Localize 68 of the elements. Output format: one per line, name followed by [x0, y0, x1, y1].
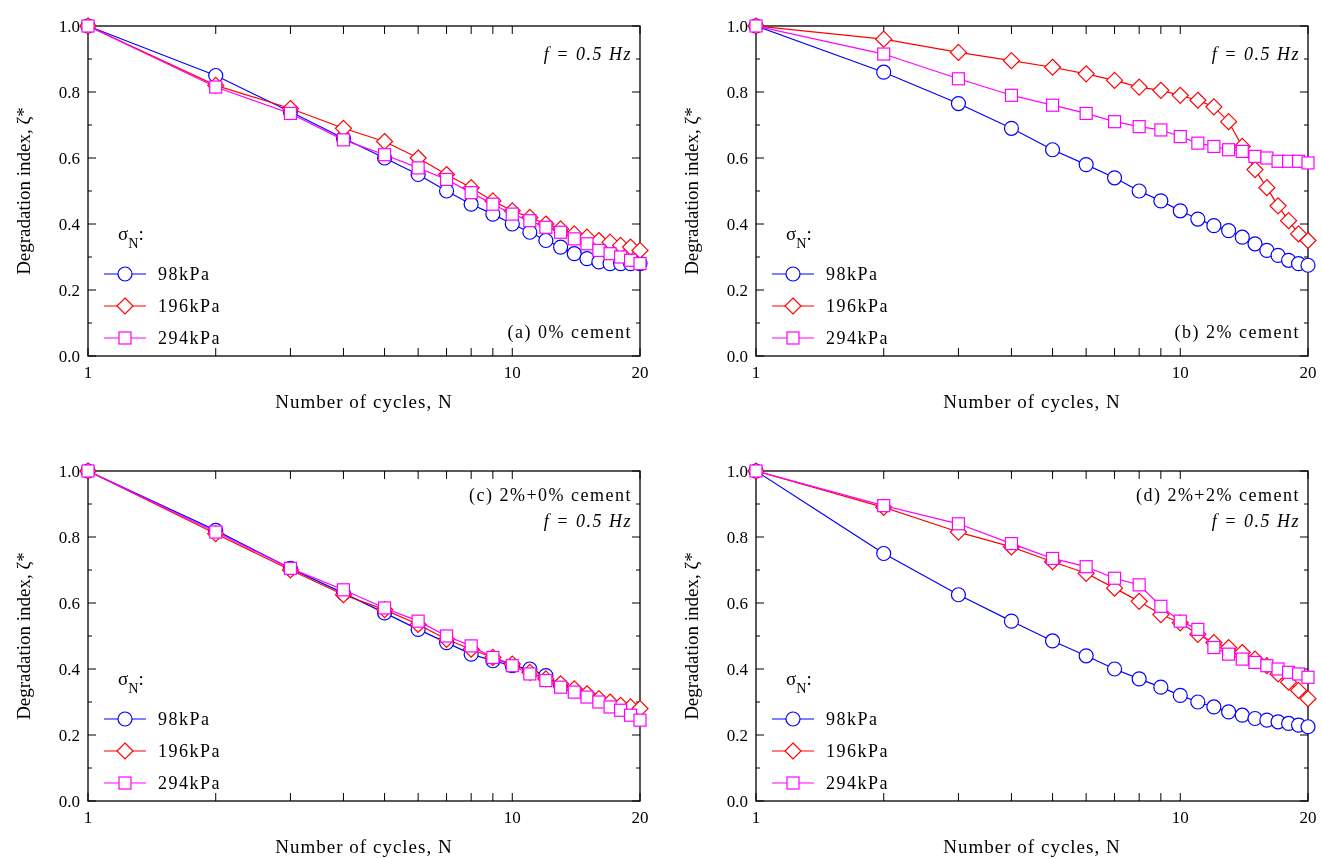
y-tick-label: 0.8: [726, 528, 748, 547]
y-tick-label: 0.4: [58, 660, 81, 679]
x-tick-label: 10: [1171, 363, 1189, 382]
legend-title: σ$_{N}$:: [786, 223, 812, 251]
x-tick-label: 1: [751, 808, 761, 827]
y-tick-label: 0.2: [58, 281, 80, 300]
legend-label: 196kPa: [158, 296, 221, 316]
legend-label: 98kPa: [826, 264, 879, 284]
x-tick-label: 20: [1299, 363, 1317, 382]
y-tick-label: 0.8: [58, 528, 80, 547]
y-axis-title: Degradation index, ζ*: [681, 552, 702, 720]
annotation: f = 0.5 Hz: [1211, 44, 1300, 64]
y-tick-label: 0.6: [726, 149, 748, 168]
y-tick-label: 1.0: [726, 462, 748, 481]
legend-label: 196kPa: [158, 741, 221, 761]
x-tick-label: 10: [1171, 808, 1189, 827]
x-axis-title: Number of cycles, N: [275, 391, 453, 412]
y-tick-label: 0.0: [58, 792, 80, 811]
legend-title: σ$_{N}$:: [786, 668, 812, 696]
y-tick-label: 1.0: [726, 17, 748, 36]
annotation: (a) 0% cement: [507, 322, 632, 343]
x-tick-label: 1: [83, 363, 93, 382]
annotation: f = 0.5 Hz: [543, 511, 632, 531]
y-tick-label: 0.6: [726, 594, 748, 613]
x-tick-label: 10: [503, 363, 521, 382]
y-tick-label: 0.2: [58, 726, 80, 745]
x-axis-title: Number of cycles, N: [943, 836, 1121, 857]
annotation: (d) 2%+2% cement: [1135, 485, 1300, 506]
legend-label: 196kPa: [826, 741, 889, 761]
y-tick-label: 0.8: [726, 83, 748, 102]
y-tick-label: 0.0: [726, 347, 748, 366]
y-tick-label: 1.0: [58, 462, 80, 481]
x-axis-title: Number of cycles, N: [275, 836, 453, 857]
x-tick-label: 10: [503, 808, 521, 827]
y-axis-title: Degradation index, ζ*: [13, 552, 34, 720]
y-tick-label: 0.4: [58, 215, 81, 234]
y-axis-title: Degradation index, ζ*: [681, 107, 702, 275]
legend-label: 98kPa: [158, 264, 211, 284]
x-axis-title: Number of cycles, N: [943, 391, 1121, 412]
y-tick-label: 0.0: [58, 347, 80, 366]
y-tick-label: 0.4: [726, 660, 749, 679]
y-tick-label: 0.6: [58, 149, 80, 168]
legend-title: σ$_{N}$:: [118, 223, 144, 251]
y-tick-label: 0.8: [58, 83, 80, 102]
legend-label: 294kPa: [826, 773, 889, 793]
y-tick-label: 1.0: [58, 17, 80, 36]
x-tick-label: 1: [83, 808, 93, 827]
legend-label: 294kPa: [826, 328, 889, 348]
legend-label: 98kPa: [826, 709, 879, 729]
x-tick-label: 20: [631, 808, 649, 827]
y-tick-label: 0.2: [726, 281, 748, 300]
x-tick-label: 20: [631, 363, 649, 382]
annotation: (b) 2% cement: [1174, 322, 1300, 343]
y-tick-label: 0.4: [726, 215, 749, 234]
legend-title: σ$_{N}$:: [118, 668, 144, 696]
y-tick-label: 0.6: [58, 594, 80, 613]
annotation: (c) 2%+0% cement: [468, 485, 632, 506]
legend-label: 294kPa: [158, 773, 221, 793]
y-tick-label: 0.2: [726, 726, 748, 745]
legend-label: 294kPa: [158, 328, 221, 348]
y-axis-title: Degradation index, ζ*: [13, 107, 34, 275]
y-tick-label: 0.0: [726, 792, 748, 811]
annotation: f = 0.5 Hz: [1211, 511, 1300, 531]
legend-label: 196kPa: [826, 296, 889, 316]
annotation: f = 0.5 Hz: [543, 44, 632, 64]
legend-label: 98kPa: [158, 709, 211, 729]
x-tick-label: 20: [1299, 808, 1317, 827]
x-tick-label: 1: [751, 363, 761, 382]
